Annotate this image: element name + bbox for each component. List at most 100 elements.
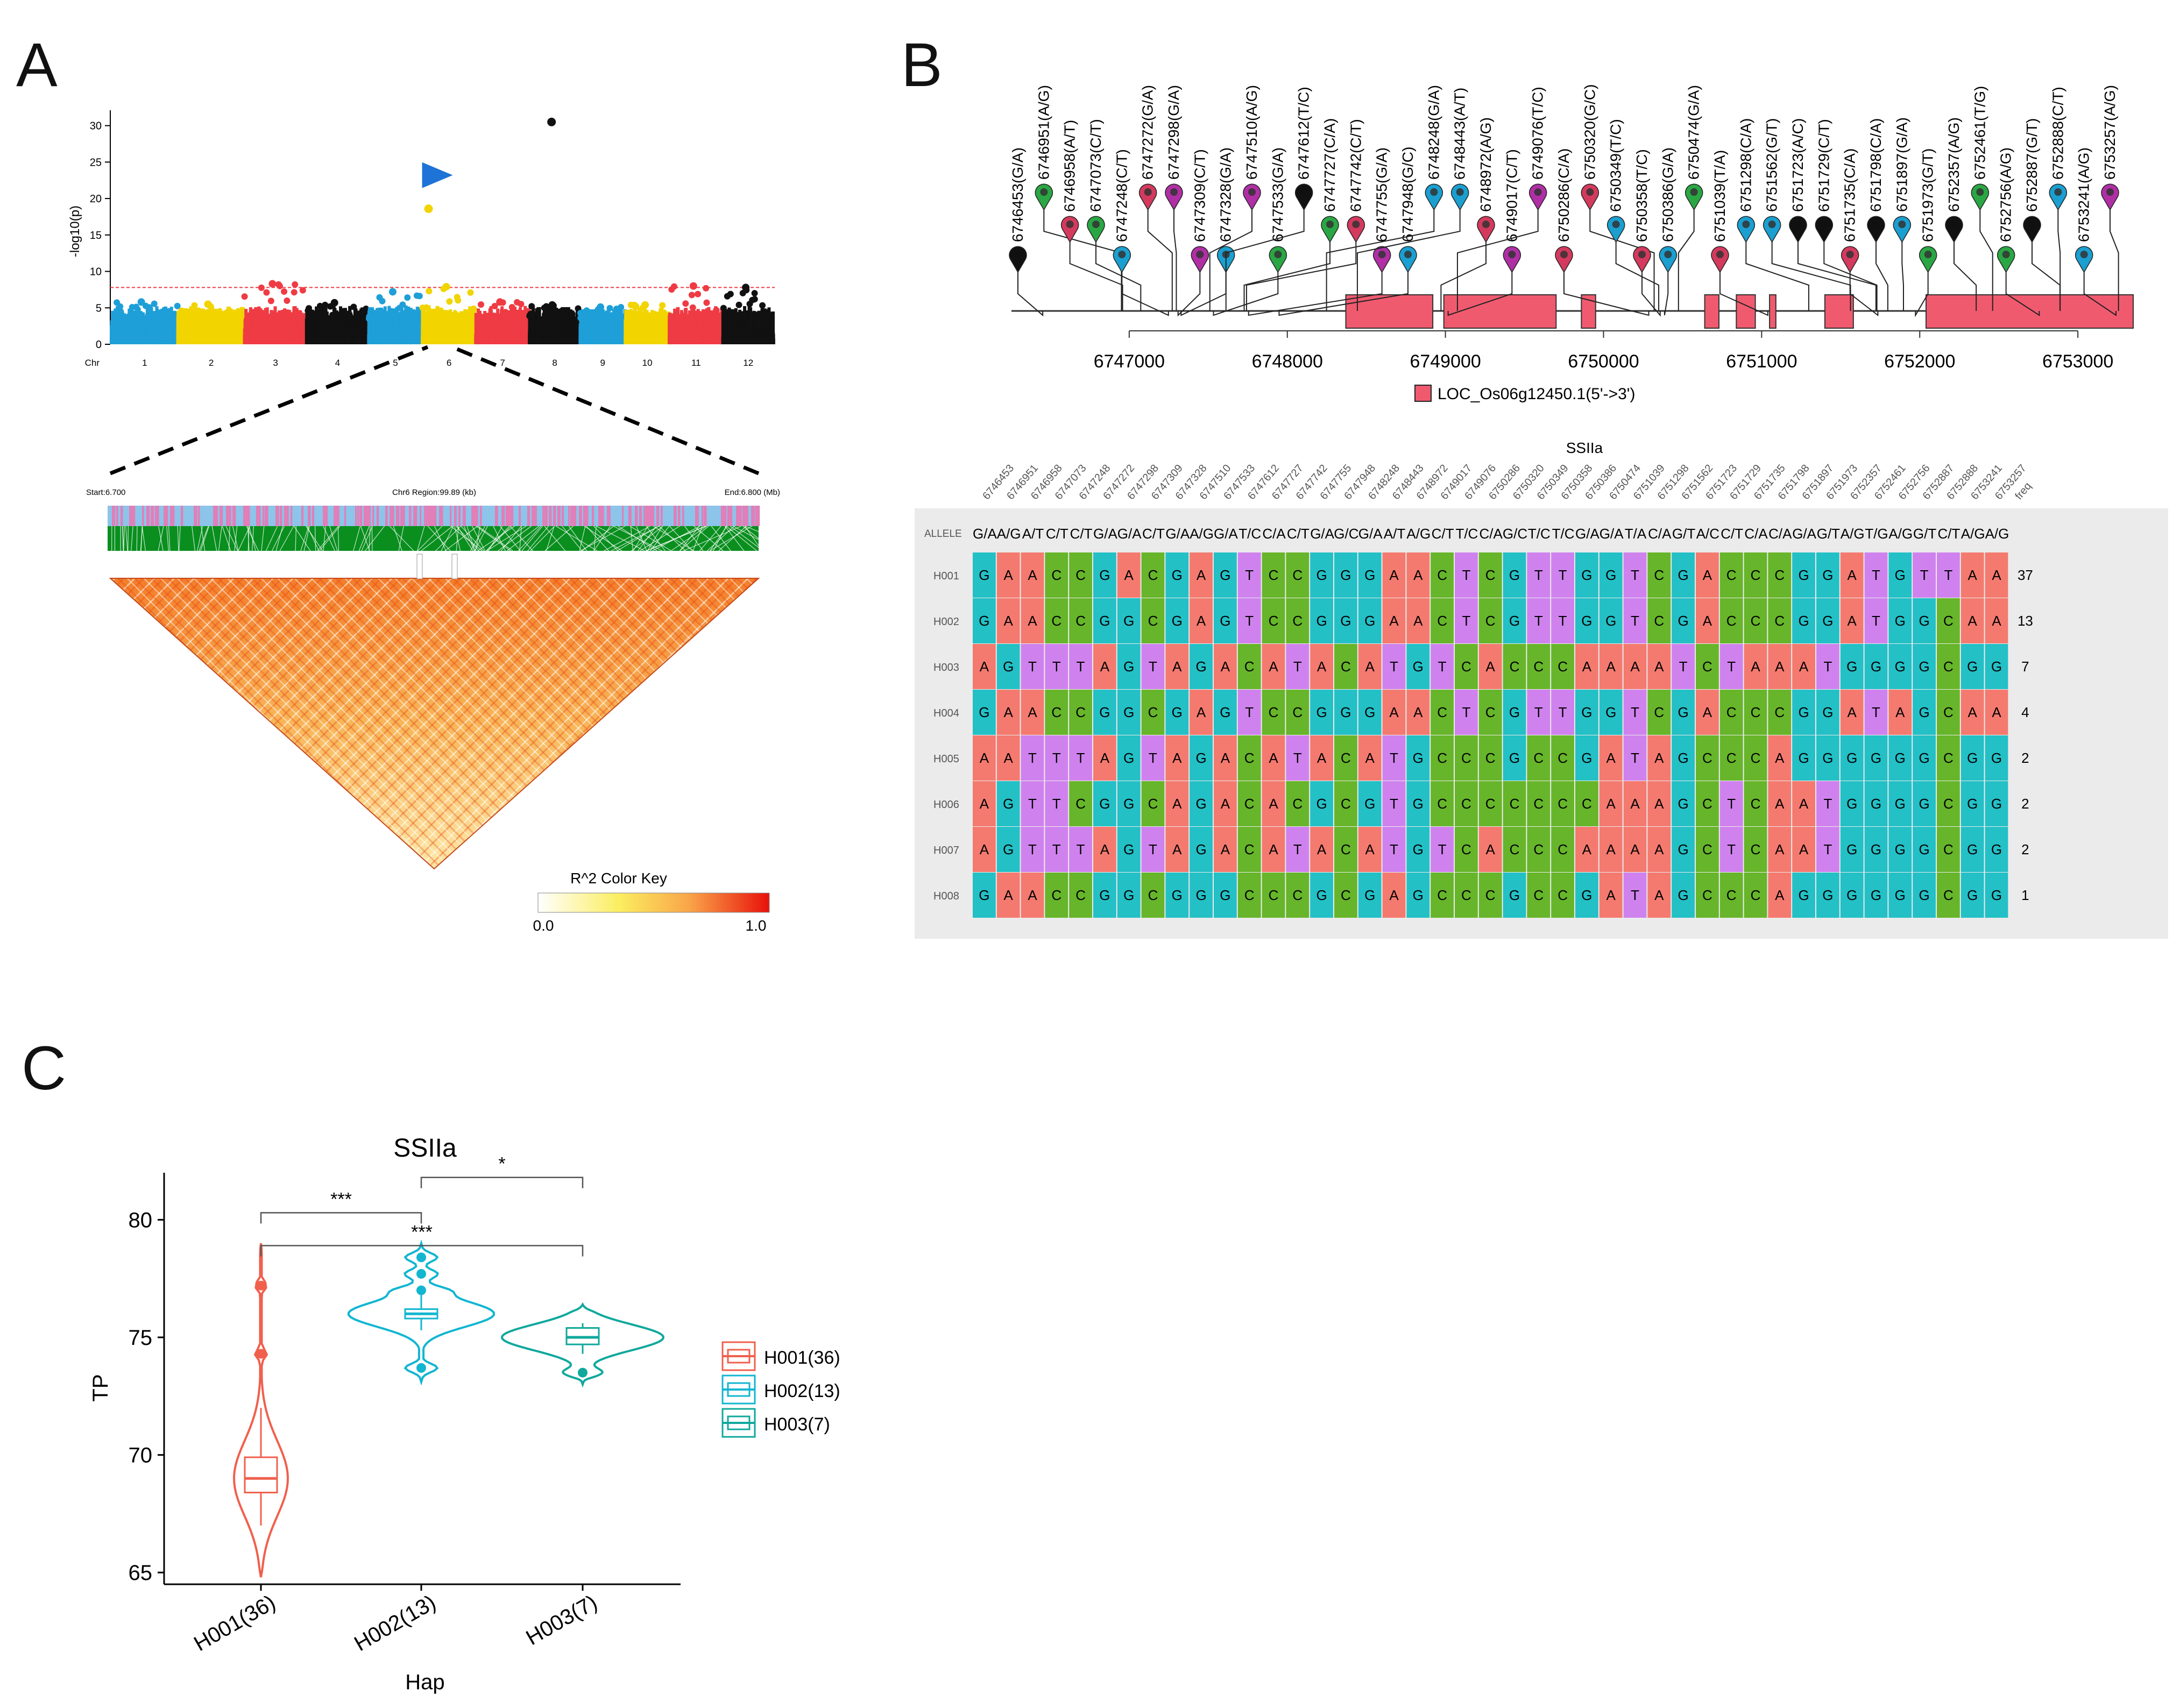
hap-cell-base: A [1775, 841, 1785, 857]
hap-cell [1165, 552, 1189, 598]
hap-cell [1744, 552, 1767, 598]
hap-cell [1478, 735, 1502, 781]
hap-cell [1816, 873, 1839, 918]
hap-cell [1599, 552, 1623, 598]
hap-cell-base: G [1871, 658, 1881, 675]
hap-cell-base: G [1195, 887, 1206, 903]
legend-label: H003(7) [764, 1414, 830, 1435]
hap-cell [1696, 598, 1719, 643]
hap-cell-base: C [1654, 567, 1664, 583]
snp-marker: 6751039(T/A) [1711, 150, 1768, 316]
hap-row: H005 A A T T T A G T A G A C A T A C A T G C C C G C C G A T A G C C C A G G… [933, 735, 2029, 781]
hap-cell-base: A [1703, 704, 1712, 720]
hap-cell [1840, 552, 1864, 598]
hap-cell-base: A [1004, 567, 1014, 583]
allele-cell: C/T [1142, 526, 1165, 542]
manhattan-chr-8 [526, 301, 582, 344]
hap-cell-base: C [1751, 796, 1761, 812]
hap-cell-base: T [1052, 658, 1061, 675]
hap-cell [1503, 781, 1526, 826]
hap-cell-base: C [1702, 796, 1712, 812]
hap-cell-base: A [1172, 658, 1182, 675]
hap-cell [1117, 598, 1141, 643]
hap-row: H001 G A A C C G A C G A G T C C G G G A A C T C G T T G G T C G A C C C G G… [933, 552, 2033, 598]
hap-cell [1431, 873, 1454, 918]
hap-cell [973, 873, 996, 918]
hap-cell-base: G [1413, 750, 1424, 766]
hap-cell-base: C [1075, 796, 1086, 812]
hap-cell-base: G [1871, 887, 1881, 903]
hap-cell-base: G [1967, 841, 1978, 857]
hap-cell [973, 781, 996, 826]
hap-cell [1141, 781, 1165, 826]
violin-shape [232, 1243, 289, 1578]
hap-cell-base: G [979, 567, 989, 583]
hap-cell-base: T [1872, 704, 1880, 720]
hap-cell-base: C [1437, 613, 1447, 629]
snp-marker: 6751973(G/T) [1915, 148, 1937, 317]
snp-label: 6746453(G/A) [1009, 147, 1026, 242]
hap-cell [1431, 827, 1454, 872]
hap-cell-base: A [1630, 841, 1640, 857]
allele-cell: G/A [1575, 526, 1599, 542]
hap-cell-base: C [1726, 750, 1737, 766]
hap-cell [1840, 781, 1864, 826]
hap-cell [1503, 827, 1526, 872]
legend-item: H001(36) [721, 1341, 840, 1371]
hap-cell-base: T [1077, 750, 1085, 766]
hap-cell [1527, 827, 1551, 872]
snp-label: 6751798(C/A) [1867, 118, 1884, 212]
hap-cell-base: G [1895, 841, 1906, 857]
hap-cell-base: G [1798, 750, 1809, 766]
hap-cell-base: T [1028, 796, 1037, 812]
hap-cell [1816, 690, 1839, 735]
hap-cell [1864, 735, 1888, 781]
exon [1824, 294, 1854, 329]
manhattan-y-tick-label: 5 [96, 302, 102, 314]
snp-label: 6747755(G/A) [1374, 147, 1390, 242]
hap-cell-base: T [1631, 567, 1639, 583]
hap-cell [1744, 873, 1767, 918]
hap-cell [973, 552, 996, 598]
hap-cell-base: C [1341, 841, 1351, 857]
hap-cell [1744, 735, 1767, 781]
allele-cell: T/C [1455, 526, 1478, 542]
hap-cell-base: G [1509, 613, 1520, 629]
hap-cell-base: T [1462, 704, 1470, 720]
hap-cell [1647, 781, 1671, 826]
hap-cell [1937, 690, 1960, 735]
hap-cell [1696, 690, 1719, 735]
hap-cell-base: A [1486, 658, 1496, 675]
hap-cell [1455, 781, 1478, 826]
snp-label: 6753241(A/G) [2076, 147, 2092, 242]
allele-cell: C/T [1287, 526, 1310, 542]
allele-cell: A/G [1406, 526, 1431, 542]
hap-cell-base: A [1004, 613, 1014, 629]
snp-label: 6750474(G/A) [1686, 85, 1702, 180]
hap-cell-base: T [1293, 658, 1302, 675]
hap-cell-base: G [1340, 613, 1351, 629]
hap-cell [1816, 735, 1839, 781]
hap-cell-base: G [1798, 704, 1809, 720]
hap-cell [1455, 827, 1478, 872]
snp-label: 6752756(A/G) [1998, 147, 2014, 242]
hap-cell [1768, 644, 1792, 689]
snp-label: 6749076(T/C) [1530, 87, 1546, 180]
allele-cell: T/C [1528, 526, 1551, 542]
hap-cell-base: G [1581, 887, 1592, 903]
hap-cell-base: C [1533, 750, 1544, 766]
hap-cell [1672, 598, 1695, 643]
snp-label: 6751039(T/A) [1711, 150, 1728, 242]
gene-axis-tick-label: 6750000 [1568, 351, 1639, 372]
hap-cell-base: A [1100, 658, 1110, 675]
hap-cell-base: C [1510, 658, 1520, 675]
hap-cell-base: G [1172, 887, 1183, 903]
allele-cell: G/C [1503, 526, 1527, 542]
hap-cell-base: C [1943, 658, 1953, 675]
hap-cell [1551, 552, 1574, 598]
hap-freq: 37 [2018, 567, 2033, 583]
hap-cell-base: G [1822, 887, 1833, 903]
hap-cell [1093, 644, 1116, 689]
hap-cell-base: A [1172, 750, 1182, 766]
hap-cell [1913, 644, 1936, 689]
